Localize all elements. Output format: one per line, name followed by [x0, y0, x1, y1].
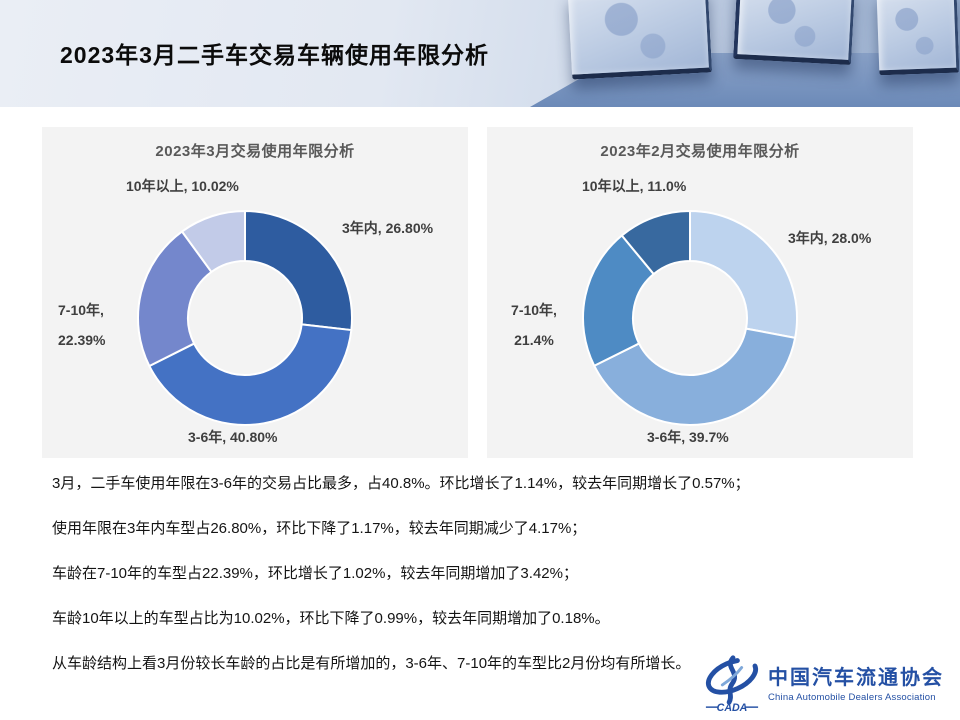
label-over-10-years: 10年以上, 11.0% [582, 178, 687, 194]
donut-slice-10年以上 [181, 210, 246, 273]
cada-logo: CADA 中国汽车流通协会 China Automobile Dealers A… [703, 652, 944, 712]
label-7-10-years-value: 21.4% [514, 332, 554, 348]
header-cubes-art [530, 0, 960, 107]
label-7-10-years-category: 7-10年, [511, 302, 557, 318]
donut-slice-10年以上 [620, 210, 691, 276]
label-within-3-years: 3年内, 28.0% [788, 230, 872, 246]
march-donut-chart [137, 210, 353, 426]
label-7-10-years: 7-10年, 22.39% [58, 295, 124, 355]
donut-slice-3-6年 [593, 327, 797, 426]
bullet-line: 车龄10年以上的车型占比为10.02%，环比下降了0.99%，较去年同期增加了0… [52, 610, 610, 627]
bullet-line: 车龄在7-10年的车型占22.39%，环比增长了1.02%，较去年同期增加了3.… [52, 565, 578, 582]
page-title: 2023年3月二手车交易车辆使用年限分析 [60, 42, 489, 68]
donut-slice-7-10年 [137, 230, 213, 368]
label-7-10-years: 7-10年, 21.4% [503, 295, 565, 355]
donut-slice-3-6年 [148, 323, 353, 426]
label-within-3-years: 3年内, 26.80% [342, 220, 434, 236]
label-7-10-years-category: 7-10年, [58, 302, 104, 318]
donut-slice-3年内 [244, 210, 353, 332]
chart-title-march: 2023年3月交易使用年限分析 [155, 143, 355, 160]
february-donut-chart [582, 210, 798, 426]
chart-panel-march: 2023年3月交易使用年限分析 10年以上, 10.02% 3年内, 26.80… [42, 127, 468, 458]
chart-panel-february: 2023年2月交易使用年限分析 10年以上, 11.0% 3年内, 28.0% … [487, 127, 913, 458]
bullet-line: 3月，二手车使用年限在3-6年的交易占比最多，占40.8%。环比增长了1.14%… [52, 475, 750, 492]
cada-acronym: CADA [717, 702, 748, 712]
bullet-line: 使用年限在3年内车型占26.80%，环比下降了1.17%，较去年同期减少了4.1… [52, 520, 587, 537]
label-3-6-years: 3-6年, 40.80% [188, 429, 278, 445]
chart-title-february: 2023年2月交易使用年限分析 [600, 143, 800, 160]
globe-cube-icon [876, 0, 960, 76]
analysis-text-block: 3月，二手车使用年限在3-6年的交易占比最多，占40.8%。环比增长了1.14%… [52, 474, 922, 699]
association-name-en: China Automobile Dealers Association [768, 692, 936, 703]
label-3-6-years: 3-6年, 39.7% [647, 429, 729, 445]
label-over-10-years: 10年以上, 10.02% [126, 178, 239, 194]
globe-cube-icon [733, 0, 855, 66]
cada-logo-text: 中国汽车流通协会 China Automobile Dealers Associ… [768, 661, 944, 703]
association-name-cn: 中国汽车流通协会 [768, 667, 944, 689]
globe-cube-icon [567, 0, 713, 80]
donut-slice-3年内 [689, 210, 798, 339]
slide-header: 2023年3月二手车交易车辆使用年限分析 [0, 0, 960, 107]
label-7-10-years-value: 22.39% [58, 332, 106, 348]
cada-logo-icon: CADA [705, 655, 759, 712]
bullet-line: 从车龄结构上看3月份较长车龄的占比是有所增加的，3-6年、7-10年的车型比2月… [52, 655, 691, 672]
